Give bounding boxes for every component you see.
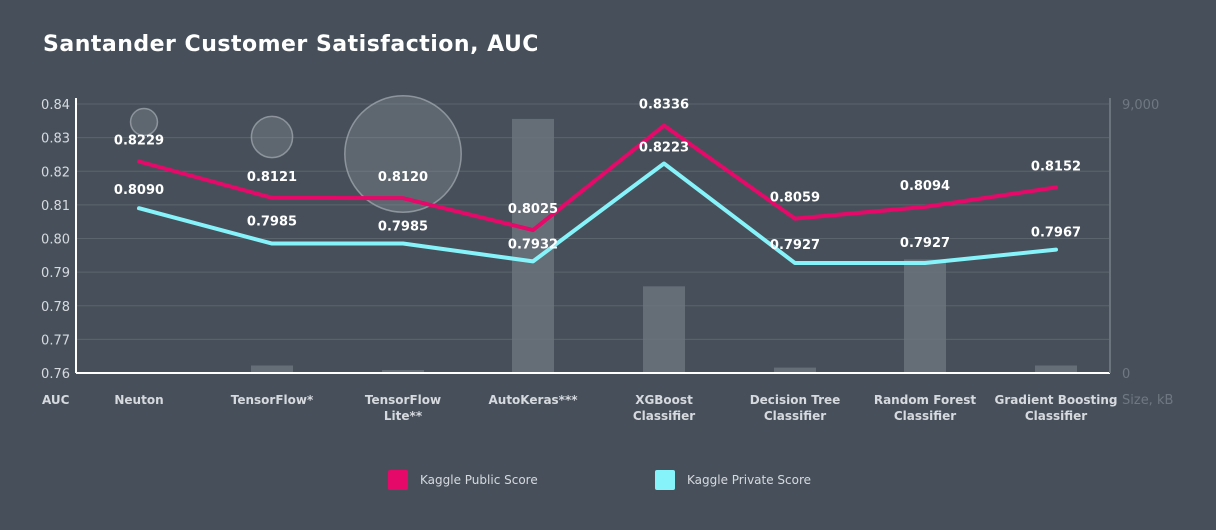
legend-item-public: Kaggle Public Score	[388, 470, 538, 490]
data-label: 0.8121	[247, 170, 297, 185]
x-tick-label: Gradient Boosting Classifier	[995, 393, 1118, 423]
data-label: 0.7927	[900, 236, 950, 251]
x-tick-label: AutoKeras***	[488, 393, 578, 407]
data-label: 0.8090	[114, 183, 164, 198]
size-bubble	[250, 115, 294, 159]
legend-swatch-public	[388, 470, 408, 490]
series-lines-layer	[137, 123, 1058, 266]
data-label: 0.8025	[508, 202, 558, 217]
data-label: 0.8336	[639, 98, 689, 113]
data-label: 0.7927	[770, 238, 820, 253]
series-line	[137, 123, 1058, 233]
x-tick-label: TensorFlow*	[231, 393, 314, 407]
y-tick-label: 0.79	[41, 266, 70, 281]
y-tick-label: 0.82	[41, 165, 70, 180]
size-bar	[904, 259, 946, 373]
size-bars-layer	[118, 118, 1077, 373]
legend-item-private: Kaggle Private Score	[655, 470, 811, 490]
x-tick-label: Random Forest Classifier	[874, 393, 977, 423]
y2-tick-label: 9,000	[1122, 98, 1159, 113]
x-tick-label: Neuton	[114, 393, 163, 407]
data-labels-layer: 0.8229 0.8121 0.8120 0.8025 0.8336 0.8059 0.80…	[114, 98, 1081, 254]
data-label: 0.8094	[900, 179, 950, 194]
chart-title: Santander Customer Satisfaction, AUC	[43, 32, 539, 57]
tick-labels-layer: 0.84 0.83 0.82 0.81 0.80 0.79 0.78 0.77 0.76 9,00…	[41, 98, 1159, 423]
legend-swatch-private	[655, 470, 675, 490]
y2-axis-label: Size, kB	[1122, 393, 1173, 408]
size-bar	[382, 370, 424, 373]
y-tick-label: 0.84	[41, 98, 70, 113]
size-bubble	[344, 95, 462, 213]
size-bar	[1035, 365, 1077, 373]
y-tick-label: 0.78	[41, 300, 70, 315]
y-tick-label: 0.80	[41, 233, 70, 248]
y-tick-label: 0.83	[41, 132, 70, 147]
x-tick-label: TensorFlow Lite**	[365, 393, 441, 423]
x-tick-label: XGBoost Classifier	[633, 393, 695, 423]
y-tick-label: 0.77	[41, 333, 70, 348]
data-label: 0.8223	[639, 141, 689, 156]
data-label: 0.8229	[114, 133, 164, 148]
size-bubble	[129, 107, 159, 137]
size-bar	[643, 286, 685, 373]
legend-label-private: Kaggle Private Score	[687, 473, 812, 487]
x-axis-label: AUC	[42, 393, 70, 407]
grid-layer	[76, 103, 1110, 340]
data-label: 0.7932	[508, 237, 558, 252]
size-bar	[251, 365, 293, 373]
y-tick-label: 0.76	[41, 367, 70, 382]
data-label: 0.8120	[378, 170, 428, 185]
series-line	[137, 161, 1058, 266]
legend-label-public: Kaggle Public Score	[420, 473, 538, 487]
x-tick-label: Decision Tree Classifier	[750, 393, 841, 423]
axes-layer	[75, 98, 1111, 374]
y2-tick-label: 0	[1122, 367, 1130, 382]
data-label: 0.7985	[378, 220, 428, 235]
size-bar	[774, 367, 816, 373]
data-label: 0.7985	[247, 215, 297, 230]
data-label: 0.8152	[1031, 159, 1081, 174]
size-bar	[512, 118, 554, 373]
size-bubbles-layer	[129, 95, 462, 213]
y-tick-label: 0.81	[41, 199, 70, 214]
data-label: 0.8059	[770, 191, 820, 206]
data-label: 0.7967	[1031, 226, 1081, 241]
